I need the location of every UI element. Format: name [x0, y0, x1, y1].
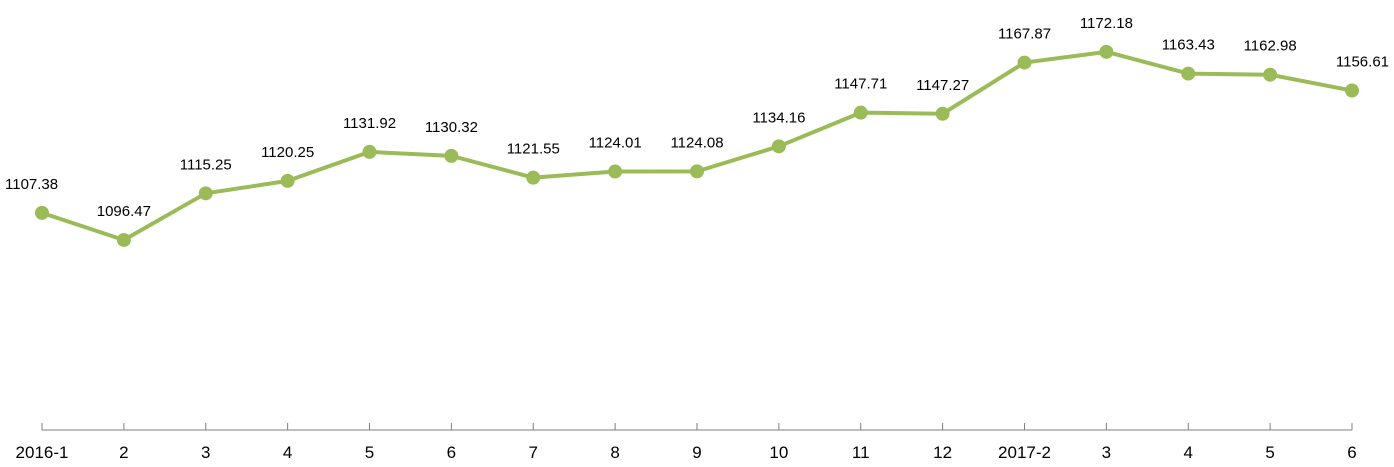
data-label: 1147.27: [916, 77, 969, 94]
data-labels: 1107.38 1096.47 1115.25 1120.25 1131.92 1130.…: [5, 15, 1389, 220]
x-tick-label: 9: [692, 443, 701, 462]
x-tick-label: 4: [1184, 443, 1193, 462]
data-label: 1167.87: [998, 26, 1051, 43]
data-label: 1163.43: [1162, 37, 1215, 54]
x-tick-label: 2017-2: [998, 443, 1051, 462]
x-tick-label: 7: [529, 443, 538, 462]
data-label: 1120.25: [261, 144, 314, 161]
data-points: [35, 44, 1359, 247]
data-label: 1156.61: [1336, 54, 1389, 71]
data-point: [35, 205, 49, 220]
x-tick-label: 11: [852, 443, 870, 462]
data-label: 1130.32: [425, 119, 478, 136]
x-tick-labels: 2016-1 2 3 4 5 6 7 8 9 10 11 12 2017-2 3 4 5 6: [16, 443, 1357, 462]
data-label: 1147.71: [834, 76, 887, 93]
x-tick-label: 10: [769, 443, 788, 462]
x-tick-label: 3: [201, 443, 210, 462]
data-point: [690, 164, 704, 179]
data-point: [1017, 55, 1032, 70]
x-tick-label: 4: [283, 443, 292, 462]
data-label: 1131.92: [343, 115, 396, 132]
data-label: 1172.18: [1080, 15, 1133, 32]
data-point: [1181, 66, 1196, 81]
data-label: 1107.38: [5, 176, 58, 193]
data-point: [444, 148, 459, 163]
data-label: 1162.98: [1244, 38, 1297, 55]
data-label: 1121.55: [507, 141, 560, 158]
x-tick-label: 3: [1102, 443, 1111, 462]
data-point: [608, 164, 623, 179]
data-point: [362, 144, 377, 159]
data-label: 1124.08: [670, 134, 723, 151]
data-point: [853, 105, 868, 120]
data-point: [1099, 44, 1114, 59]
data-point: [935, 106, 950, 121]
data-label: 1134.16: [752, 109, 805, 126]
data-label: 1096.47: [97, 203, 151, 220]
data-point: [526, 170, 541, 185]
data-point: [198, 186, 213, 201]
x-tick-label: 2: [119, 443, 128, 462]
data-label: 1124.01: [589, 135, 642, 152]
x-tick-label: 6: [1347, 443, 1356, 462]
data-point: [280, 173, 295, 188]
x-tick-label: 5: [1265, 443, 1274, 462]
data-point: [1263, 67, 1278, 82]
x-tick-label: 12: [933, 443, 952, 462]
x-axis: [41, 423, 1353, 431]
x-tick-label: 2016-1: [16, 443, 69, 462]
x-tick-label: 6: [447, 443, 456, 462]
x-tick-label: 5: [365, 443, 374, 462]
data-point: [116, 232, 131, 247]
data-label: 1115.25: [180, 156, 232, 173]
x-tick-label: 8: [610, 443, 619, 462]
data-point: [1345, 83, 1359, 98]
data-point: [771, 139, 786, 154]
